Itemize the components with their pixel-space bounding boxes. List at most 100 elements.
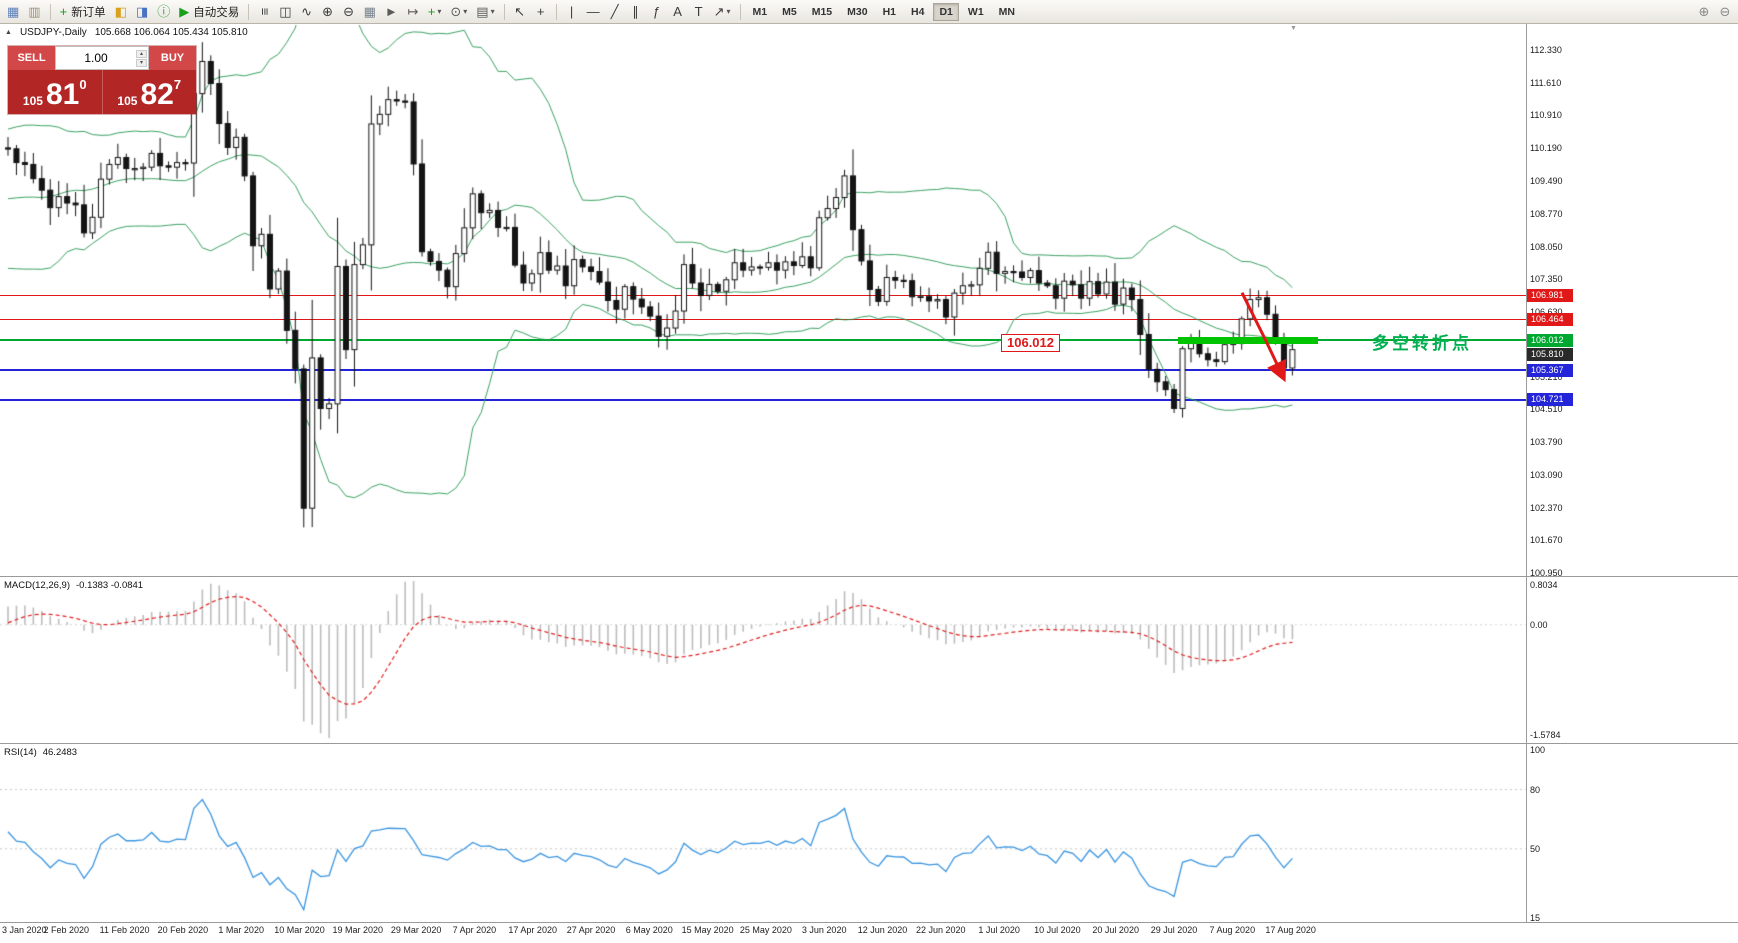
buy-button[interactable]: BUY bbox=[149, 46, 196, 70]
timeframe-mn-button[interactable]: MN bbox=[998, 5, 1015, 18]
tile-windows-button[interactable]: ▦ bbox=[360, 2, 380, 22]
rsi-pane-separator[interactable] bbox=[0, 743, 1738, 744]
price-axis-separator bbox=[1526, 24, 1527, 922]
data-window-button[interactable]: ◨ bbox=[132, 2, 152, 22]
clock-icon: ⊙ bbox=[450, 4, 462, 19]
autotrade-play-icon: ▶ bbox=[179, 4, 190, 19]
autotrading-button[interactable]: ▶ 自动交易 bbox=[175, 2, 243, 22]
price-callout-label[interactable]: 106.012 bbox=[1001, 334, 1060, 352]
horizontal-line-button[interactable]: — bbox=[583, 2, 604, 22]
crosshair-icon: + bbox=[536, 4, 545, 19]
periods-button[interactable]: ⊙ ▾ bbox=[446, 2, 471, 22]
macd-pane-separator[interactable] bbox=[0, 576, 1738, 577]
crosshair-button[interactable]: + bbox=[531, 2, 551, 22]
line-chart-icon: ∿ bbox=[301, 4, 313, 19]
new-order-button[interactable]: + 新订单 bbox=[56, 2, 110, 22]
timeframe-m1-button[interactable]: M1 bbox=[752, 5, 768, 18]
trendline-button[interactable]: ╱ bbox=[605, 2, 625, 22]
zoom-out-secondary-button[interactable]: ⊖ bbox=[1715, 2, 1735, 22]
rsi-pane-label: RSI(14) 46.2483 bbox=[4, 747, 77, 758]
arrow-object-icon: ↗ bbox=[713, 4, 725, 19]
zoom-in-secondary-button[interactable]: ⊕ bbox=[1694, 2, 1714, 22]
macd-pane-label: MACD(12,26,9) -0.1383 -0.0841 bbox=[4, 580, 143, 591]
dropdown-arrow-icon: ▾ bbox=[437, 7, 442, 16]
candles-chart-button[interactable]: ◫ bbox=[275, 2, 295, 22]
chart-shift-marker-icon: ▼ bbox=[1290, 25, 1297, 32]
support-line-upper[interactable] bbox=[0, 369, 1526, 371]
template-icon: ▤ bbox=[476, 4, 489, 19]
one-click-collapse-icon[interactable]: ▲ bbox=[5, 29, 12, 36]
support-zone-highlight[interactable] bbox=[1178, 336, 1318, 345]
cursor-button[interactable]: ↖ bbox=[510, 2, 530, 22]
fibonacci-button[interactable]: ƒ bbox=[647, 2, 667, 22]
profiles-button[interactable]: ▥ bbox=[24, 2, 44, 22]
new-chart-button[interactable]: ▦ bbox=[3, 2, 23, 22]
rsi-indicator-name: RSI(14) bbox=[4, 747, 37, 758]
profiles-icon: ▥ bbox=[28, 4, 41, 19]
timeframe-m5-button[interactable]: M5 bbox=[782, 5, 797, 18]
timeframe-m30-button[interactable]: M30 bbox=[847, 5, 868, 18]
timeframe-d1-button[interactable]: D1 bbox=[933, 2, 959, 21]
channel-button[interactable]: ∥ bbox=[626, 2, 646, 22]
zoom-in-button[interactable]: ⊕ bbox=[318, 2, 338, 22]
market-watch-button[interactable]: ◧ bbox=[111, 2, 131, 22]
resistance-line-upper[interactable] bbox=[0, 295, 1526, 297]
toolbar-separator bbox=[503, 3, 505, 20]
volume-input[interactable] bbox=[56, 47, 148, 69]
cursor-icon: ↖ bbox=[514, 4, 526, 19]
text-button[interactable]: A bbox=[668, 2, 688, 22]
buy-price-sup: 7 bbox=[173, 77, 182, 92]
channel-icon: ∥ bbox=[632, 4, 639, 19]
indicators-button[interactable]: + ▾ bbox=[424, 2, 446, 22]
trade-controls-row: SELL ▴ ▾ BUY bbox=[8, 46, 196, 70]
timeframe-w1-button[interactable]: W1 bbox=[967, 5, 984, 18]
annotation-text[interactable]: 多空转折点 bbox=[1372, 334, 1472, 353]
horizontal-line-icon: — bbox=[586, 4, 600, 19]
sell-price-sup: 0 bbox=[79, 77, 87, 92]
toolbar-separator bbox=[739, 3, 741, 20]
tile-windows-icon: ▦ bbox=[363, 4, 376, 19]
volume-decrease-button[interactable]: ▾ bbox=[136, 58, 147, 67]
zoom-out-icon: ⊖ bbox=[343, 4, 355, 19]
volume-increase-button[interactable]: ▴ bbox=[136, 49, 147, 58]
rsi-indicator-value: 46.2483 bbox=[42, 747, 78, 758]
toolbar-separator bbox=[49, 3, 51, 20]
macd-indicator-name: MACD(12,26,9) bbox=[4, 580, 70, 591]
vertical-line-icon: | bbox=[569, 4, 574, 19]
macd-indicator-values: -0.1383 -0.0841 bbox=[76, 580, 144, 591]
arrows-button[interactable]: ↗ ▾ bbox=[710, 2, 735, 22]
zoom-in-secondary-icon: ⊕ bbox=[1698, 4, 1710, 19]
new-order-button-label: 新订单 bbox=[71, 6, 106, 19]
dropdown-arrow-icon: ▾ bbox=[726, 7, 731, 16]
templates-button[interactable]: ▤ ▾ bbox=[472, 2, 498, 22]
chart-shift-button[interactable]: ↦ bbox=[403, 2, 423, 22]
new-chart-icon: ▦ bbox=[7, 4, 20, 19]
dropdown-arrow-icon: ▾ bbox=[490, 7, 495, 16]
sell-price-big: 81 bbox=[45, 78, 80, 111]
vertical-line-button[interactable]: | bbox=[562, 2, 582, 22]
timeframe-h4-button[interactable]: H4 bbox=[911, 5, 925, 18]
text-icon: A bbox=[673, 4, 682, 19]
timeframe-h1-button[interactable]: H1 bbox=[882, 5, 897, 18]
support-line-lower[interactable] bbox=[0, 398, 1526, 401]
line-chart-button[interactable]: ∿ bbox=[297, 2, 317, 22]
sell-button[interactable]: SELL bbox=[8, 46, 55, 70]
terminal-button[interactable]: ⓘ bbox=[153, 2, 174, 22]
buy-price-big: 82 bbox=[140, 78, 174, 111]
timeframe-m15-button[interactable]: M15 bbox=[811, 5, 833, 18]
chart-shift-icon: ↦ bbox=[407, 4, 419, 19]
resistance-line-lower[interactable] bbox=[0, 319, 1526, 321]
trade-price-row: 105 81 0 105 82 7 bbox=[8, 70, 196, 114]
label-icon: T bbox=[694, 4, 703, 19]
auto-scroll-button[interactable]: ► bbox=[381, 2, 402, 22]
bars-chart-button[interactable]: ≡ bbox=[254, 2, 274, 22]
zoom-in-icon: ⊕ bbox=[322, 4, 334, 19]
label-button[interactable]: T bbox=[689, 2, 709, 22]
volume-stepper[interactable]: ▴ ▾ bbox=[55, 46, 149, 70]
dropdown-arrow-icon: ▾ bbox=[463, 7, 468, 16]
buy-price-display: 105 82 7 bbox=[101, 70, 197, 114]
candles-chart-icon: ◫ bbox=[279, 4, 292, 19]
zoom-out-button[interactable]: ⊖ bbox=[339, 2, 359, 22]
toolbar-separator bbox=[555, 3, 557, 20]
